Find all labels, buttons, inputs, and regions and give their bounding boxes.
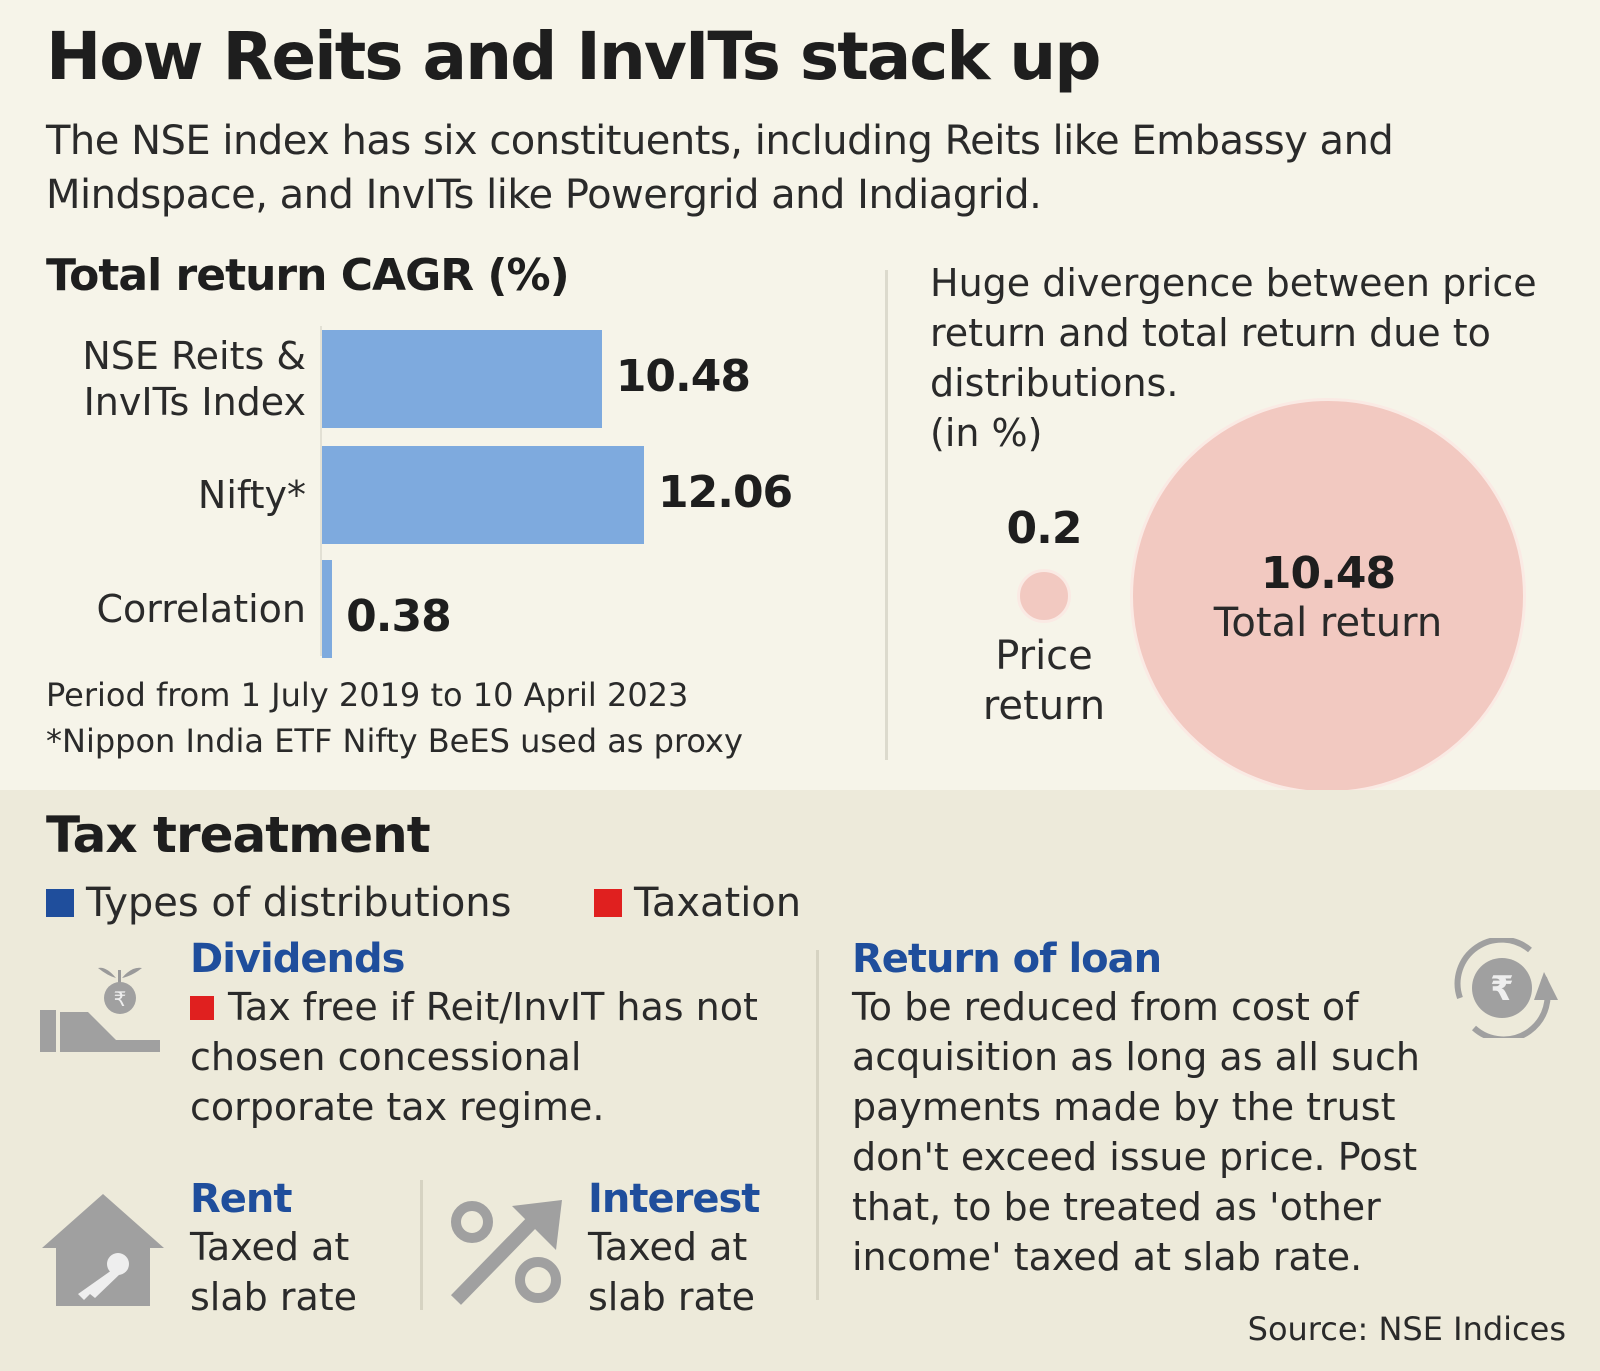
- dividends-heading: Dividends: [190, 936, 405, 982]
- bubble: [1016, 568, 1072, 624]
- house-key-icon: [42, 1194, 164, 1306]
- dividends-text: Tax free if Reit/InvIT has not chosen co…: [190, 985, 758, 1129]
- svg-text:₹: ₹: [1490, 969, 1514, 1009]
- bar-category-label: Nifty*: [197, 473, 306, 517]
- source-note: Source: NSE Indices: [1247, 1310, 1566, 1348]
- legend-taxation: Taxation: [594, 880, 801, 926]
- interest-heading: Interest: [588, 1176, 760, 1222]
- tax-section: [0, 790, 1600, 1371]
- period-note: Period from 1 July 2019 to 10 April 2023: [46, 676, 689, 714]
- divider: [885, 270, 888, 760]
- svg-text:₹: ₹: [114, 987, 127, 1011]
- page-title: How Reits and InvITs stack up: [46, 18, 1102, 95]
- bubble-chart-title: Huge divergence between price return and…: [930, 261, 1537, 455]
- divider: [420, 1180, 423, 1310]
- bubble-category-label: Price return: [982, 633, 1106, 730]
- legend-swatch: [46, 889, 74, 917]
- bar: [322, 446, 644, 544]
- taxation-bullet: [190, 996, 214, 1020]
- bubble-category-label: Total return: [1213, 600, 1443, 646]
- bubble-value-label: 0.2: [1006, 502, 1083, 554]
- proxy-note: *Nippon India ETF Nifty BeES used as pro…: [46, 722, 743, 760]
- rupee-cycle-icon: ₹: [1454, 938, 1558, 1038]
- bar-value-label: 12.06: [658, 467, 793, 518]
- loan-heading: Return of loan: [852, 936, 1162, 982]
- subtitle: The NSE index has six constituents, incl…: [46, 118, 1394, 218]
- percent-arrow-icon: [450, 1200, 562, 1305]
- bar-axis: [320, 326, 322, 656]
- bubble: [1130, 398, 1526, 794]
- bar: [322, 560, 333, 658]
- divider: [816, 950, 819, 1300]
- bar: [322, 330, 602, 428]
- bar-category-label: NSE Reits & InvITs Index: [82, 334, 306, 424]
- interest-text: Taxed at slab rate: [588, 1225, 756, 1319]
- legend-distributions: Types of distributions: [46, 880, 512, 926]
- rent-text: Taxed at slab rate: [190, 1225, 358, 1319]
- bar-category-label: Correlation: [96, 587, 306, 631]
- loan-text: To be reduced from cost of acquisition a…: [852, 985, 1420, 1279]
- rent-heading: Rent: [190, 1176, 293, 1222]
- bar-chart-title: Total return CAGR (%): [46, 250, 570, 301]
- bubble-value-label: 10.48: [1260, 548, 1396, 599]
- bar-value-label: 10.48: [615, 351, 751, 402]
- tax-title: Tax treatment: [46, 806, 431, 864]
- legend-swatch: [594, 889, 622, 917]
- bar-value-label: 0.38: [346, 591, 452, 642]
- hand-rupee-plant-icon: ₹: [40, 967, 160, 1052]
